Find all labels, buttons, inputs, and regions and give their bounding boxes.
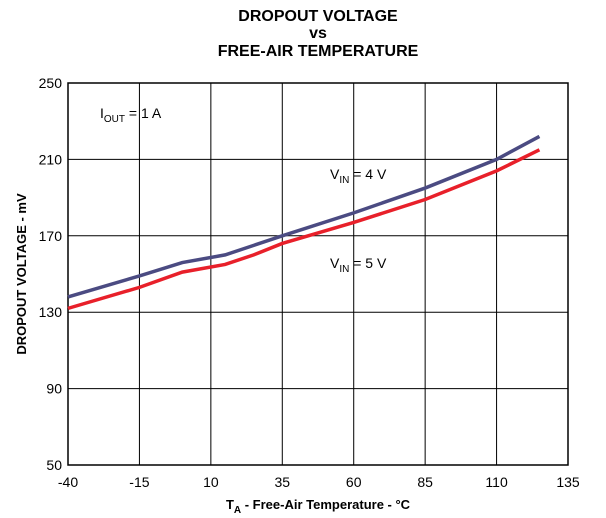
x-tick-label: -15 — [129, 474, 149, 490]
x-tick-label: 110 — [485, 474, 508, 490]
series-label-main: V — [330, 255, 340, 271]
x-axis-label: TA - Free-Air Temperature - °C — [226, 497, 411, 516]
x-tick-label: -40 — [58, 474, 78, 490]
series-label-sub: IN — [339, 175, 349, 186]
x-tick-label: 35 — [274, 474, 290, 490]
x-label-rest: - Free-Air Temperature - °C — [241, 497, 411, 512]
annotation: IOUT = 1 A — [100, 105, 162, 125]
y-tick-label: 210 — [39, 151, 63, 167]
series-line — [67, 148, 541, 311]
series-line — [67, 134, 541, 299]
y-tick-label: 90 — [46, 381, 62, 397]
plot-border — [67, 82, 569, 466]
annotation-main: I — [100, 105, 104, 121]
series-label-sub: IN — [339, 264, 349, 275]
x-tick-label: 60 — [346, 474, 362, 490]
chart-title: vs — [309, 25, 327, 42]
y-tick-label: 170 — [39, 228, 63, 244]
chart-title: DROPOUT VOLTAGE — [238, 8, 398, 25]
series-label: VIN = 4 V — [330, 166, 387, 186]
series-label: VIN = 5 V — [330, 255, 387, 275]
series-label-rest: = 5 V — [349, 255, 387, 271]
annotation-rest: = 1 A — [125, 105, 162, 121]
y-tick-label: 130 — [39, 304, 63, 320]
y-tick-label: 50 — [46, 457, 62, 473]
y-axis-label: DROPOUT VOLTAGE - mV — [14, 193, 29, 355]
x-label-sub: A — [234, 505, 241, 516]
series-label-main: V — [330, 166, 340, 182]
chart-title: FREE-AIR TEMPERATURE — [218, 43, 419, 60]
x-tick-label: 10 — [203, 474, 219, 490]
x-tick-label: 135 — [556, 474, 580, 490]
annotation-sub: OUT — [104, 114, 125, 125]
x-tick-label: 85 — [417, 474, 433, 490]
y-tick-label: 250 — [39, 75, 63, 91]
x-label-main: T — [226, 497, 234, 512]
series-label-rest: = 4 V — [349, 166, 387, 182]
